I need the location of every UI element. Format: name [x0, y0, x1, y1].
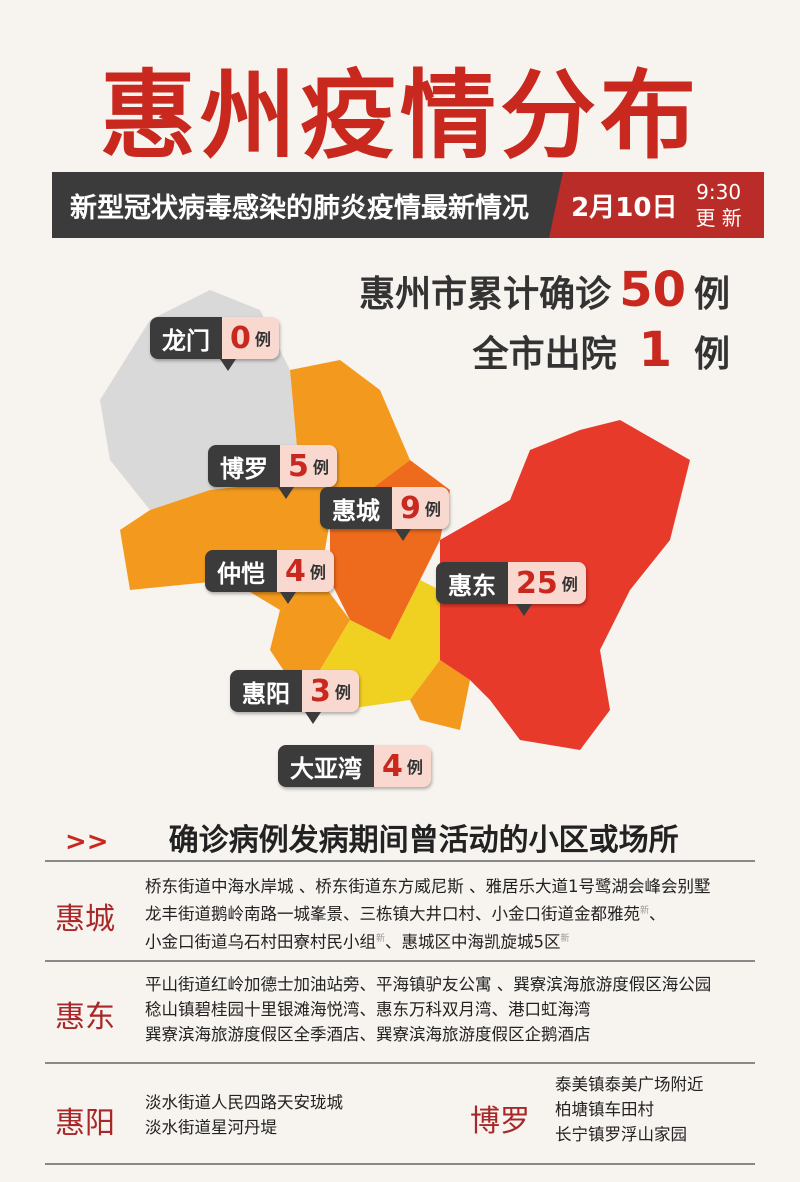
- region-zhongkai: [270, 580, 350, 680]
- confirmed-count: 50: [619, 262, 686, 318]
- discharged-count: 1: [638, 322, 672, 378]
- district-tag-longmen: 龙门 0 例: [150, 317, 279, 371]
- divider: [45, 860, 755, 862]
- district-name: 惠城: [320, 487, 392, 529]
- new-badge: 新: [640, 906, 650, 916]
- region-label: 惠东: [55, 1000, 115, 1035]
- district-name: 惠阳: [230, 670, 302, 712]
- district-tag-zhongkai: 仲恺 4 例: [205, 550, 334, 604]
- place-line: 小金口街道乌石村田寮村民小组新、惠城区中海凯旋城5区新: [145, 932, 570, 951]
- district-name: 仲恺: [205, 550, 277, 592]
- update-label: 更 新: [695, 206, 742, 230]
- section-heading: >> 确诊病例发病期间曾活动的小区或场所: [65, 815, 679, 859]
- unit: 例: [424, 500, 441, 519]
- unit: 例: [561, 575, 578, 594]
- unit: 例: [309, 563, 326, 582]
- confirmed-label: 惠州市累计确诊: [359, 274, 612, 315]
- place-line: 淡水街道星河丹堤: [145, 1118, 277, 1137]
- divider: [45, 1062, 755, 1064]
- unit: 例: [693, 274, 730, 315]
- district-tag-huidong: 惠东 25 例: [436, 562, 586, 616]
- unit: 例: [406, 758, 423, 777]
- update-badge: 2月10日 9:30 更 新: [549, 172, 764, 238]
- district-tag-dayawan: 大亚湾 4 例: [278, 745, 431, 787]
- district-count: 3: [310, 673, 331, 709]
- district-count: 0: [230, 320, 251, 356]
- district-name: 惠东: [436, 562, 508, 604]
- district-tag-boluo: 博罗 5 例: [208, 445, 337, 499]
- place-line: 平山街道红岭加德士加油站旁、平海镇驴友公寓 、巽寮滨海旅游度假区海公园: [145, 975, 712, 994]
- district-name: 大亚湾: [278, 745, 374, 787]
- district-tag-huicheng: 惠城 9 例: [320, 487, 449, 541]
- region-label: 博罗: [470, 1104, 530, 1139]
- district-count: 25: [516, 565, 558, 601]
- subtitle: 新型冠状病毒感染的肺炎疫情最新情况: [70, 192, 529, 224]
- arrow-icon: >>: [65, 827, 109, 857]
- region-label: 惠阳: [55, 1106, 115, 1141]
- region-label: 惠城: [55, 902, 115, 937]
- place-line: 桥东街道中海水岸城 、桥东街道东方威尼斯 、雅居乐大道1号鹭湖会峰会别墅: [145, 877, 711, 896]
- place-line: 稔山镇碧桂园十里银滩海悦湾、惠东万科双月湾、港口虹海湾: [145, 1000, 591, 1019]
- place-line: 长宁镇罗浮山家园: [555, 1125, 687, 1144]
- district-count: 4: [285, 553, 306, 589]
- update-time: 9:30: [696, 180, 742, 204]
- unit: 例: [693, 334, 730, 375]
- unit: 例: [254, 330, 271, 349]
- district-name: 龙门: [150, 317, 222, 359]
- new-badge: 新: [376, 933, 386, 944]
- unit: 例: [312, 458, 329, 477]
- page-title: 惠州疫情分布: [100, 60, 700, 172]
- subtitle-bar: 新型冠状病毒感染的肺炎疫情最新情况 2月10日 9:30 更 新: [52, 172, 764, 238]
- district-count: 5: [288, 448, 309, 484]
- district-count: 4: [382, 748, 403, 784]
- place-line: 巽寮滨海旅游度假区全季酒店、巽寮滨海旅游度假区企鹅酒店: [145, 1025, 591, 1044]
- section-title: 确诊病例发病期间曾活动的小区或场所: [168, 823, 679, 858]
- update-date: 2月10日: [571, 192, 678, 223]
- place-line: 柏塘镇车田村: [555, 1100, 654, 1119]
- unit: 例: [334, 683, 351, 702]
- district-count: 9: [400, 490, 421, 526]
- region-dayawan: [410, 660, 470, 730]
- divider: [45, 1163, 755, 1165]
- place-line: 淡水街道人民四路天安珑城: [145, 1093, 343, 1112]
- district-name: 博罗: [208, 445, 280, 487]
- confirmed-total: 惠州市累计确诊 50 例: [359, 262, 730, 318]
- place-line: 泰美镇泰美广场附近: [555, 1075, 704, 1094]
- district-tag-huiyang: 惠阳 3 例: [230, 670, 359, 724]
- discharged-label: 全市出院: [472, 334, 617, 375]
- place-line: 龙丰街道鹅岭南路一城峯景、三栋镇大井口村、小金口街道金都雅苑新、: [145, 904, 666, 924]
- discharged-total: 全市出院 1 例: [473, 322, 730, 378]
- divider: [45, 960, 755, 962]
- new-badge: 新: [560, 933, 570, 944]
